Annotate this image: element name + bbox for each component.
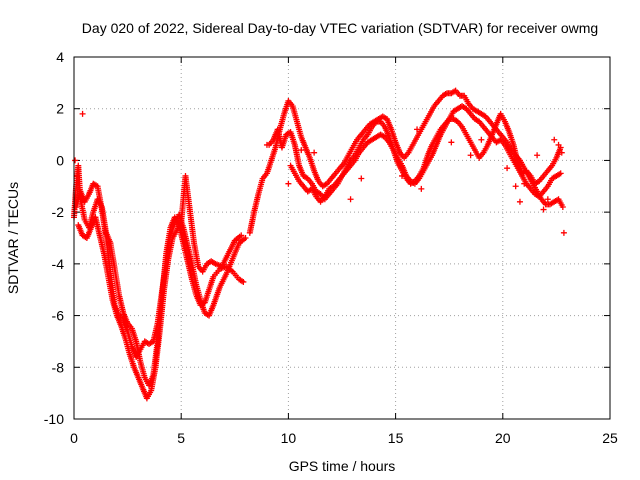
data-point [240, 278, 247, 285]
data-point [534, 152, 541, 159]
y-tick-label: -4 [52, 256, 65, 272]
data-point [504, 165, 511, 172]
data-point [544, 196, 551, 203]
x-tick-label: 10 [281, 430, 297, 446]
data-point [540, 206, 547, 213]
data-point [467, 152, 474, 159]
data-point [238, 232, 245, 239]
y-tick-label: -2 [52, 204, 65, 220]
series-2 [75, 172, 245, 402]
data-point [448, 139, 455, 146]
y-tick-label: -6 [52, 308, 65, 324]
y-tick-label: -8 [52, 359, 65, 375]
y-tick-label: 0 [56, 152, 64, 168]
series-6 [72, 110, 567, 236]
data-point [285, 180, 292, 187]
y-axis-label: SDTVAR / TECUs [5, 182, 21, 294]
x-tick-label: 0 [70, 430, 78, 446]
chart-title: Day 020 of 2022, Sidereal Day-to-day VTE… [82, 20, 598, 36]
data-point [478, 136, 485, 143]
data-point [242, 235, 249, 241]
x-tick-label: 5 [177, 430, 185, 446]
y-tick-label: -10 [44, 411, 64, 427]
data-point [72, 157, 79, 164]
x-axis-label: GPS time / hours [289, 458, 396, 474]
x-tick-label: 25 [602, 430, 618, 446]
y-tick-label: 4 [56, 49, 64, 65]
data-point [79, 110, 86, 117]
data-point [74, 172, 81, 179]
data-point [311, 149, 318, 156]
data-point [414, 126, 421, 133]
data-point [263, 141, 270, 148]
x-tick-label: 15 [388, 430, 404, 446]
data-point [399, 172, 406, 179]
data-point [347, 196, 354, 203]
data-point [555, 141, 562, 148]
series-5 [287, 110, 564, 205]
data-point [512, 183, 519, 190]
data-point [559, 203, 566, 210]
data-point [558, 149, 565, 156]
data-points [71, 87, 567, 402]
y-tick-label: 2 [56, 101, 64, 117]
data-point [521, 180, 528, 187]
x-tick-label: 20 [495, 430, 511, 446]
data-point [516, 198, 523, 205]
data-point [418, 185, 425, 192]
data-point [560, 229, 567, 236]
data-point [551, 136, 558, 143]
data-point [557, 170, 564, 177]
plot-frame [73, 56, 611, 420]
data-point [358, 175, 365, 182]
data-point [298, 147, 305, 154]
axis-ticks: 0 5 10 15 20 25 -10 -8 -6 -4 -2 0 2 4 [44, 49, 618, 446]
